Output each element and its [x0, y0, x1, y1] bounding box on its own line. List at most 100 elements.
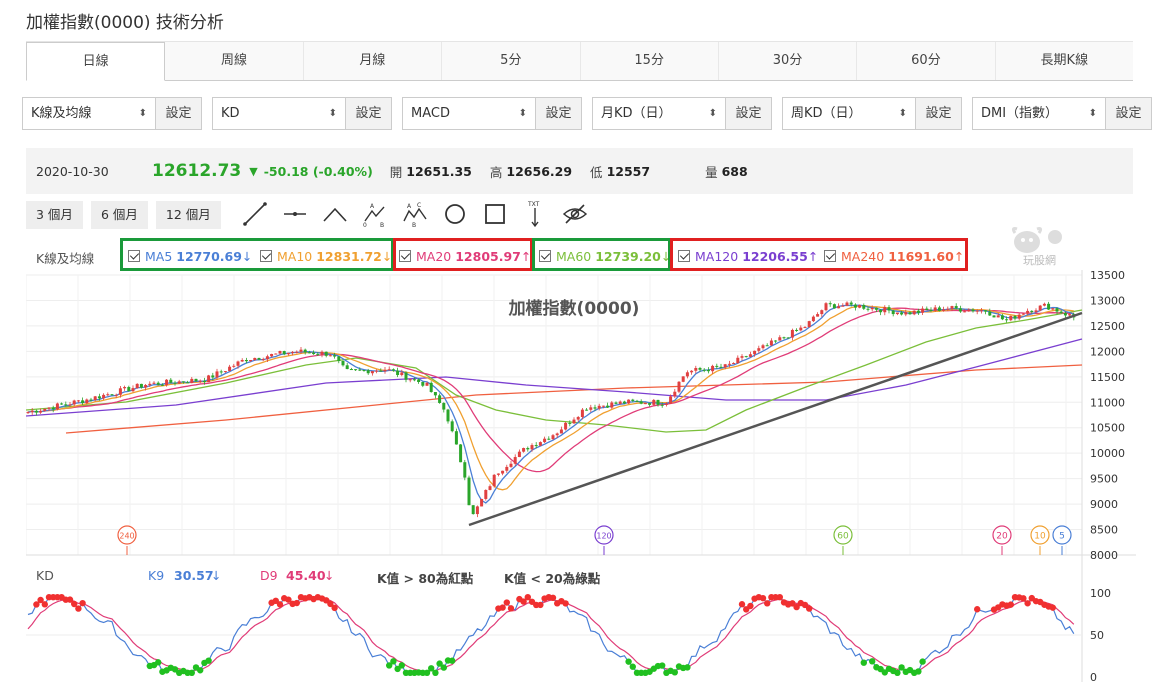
range-3m-button[interactable]: 3 個月 — [26, 201, 83, 229]
range-12m-button[interactable]: 12 個月 — [155, 201, 221, 229]
kd-red-dot — [974, 606, 981, 613]
candle-body — [379, 370, 383, 372]
settings-button-3[interactable]: 設定 — [535, 98, 581, 129]
ma10-toggle[interactable]: MA10 12831.72 ↓ — [260, 242, 392, 270]
checkbox-icon[interactable] — [260, 250, 272, 262]
candle-body — [837, 306, 841, 309]
y-tick-label: 13000 — [1090, 294, 1125, 307]
ma5-toggle[interactable]: MA5 12770.69 ↓ — [128, 242, 252, 270]
settings-button-1[interactable]: 設定 — [155, 98, 201, 129]
candle-body — [505, 466, 509, 471]
candle-body — [274, 353, 278, 355]
candle-body — [198, 380, 202, 382]
candle-body — [127, 387, 131, 392]
kd-label: KD — [36, 568, 54, 583]
settings-button-2[interactable]: 設定 — [345, 98, 391, 129]
candle-body — [320, 351, 324, 355]
svg-text:TXT: TXT — [527, 201, 540, 208]
candle-body — [291, 351, 295, 353]
tab-daily[interactable]: 日線 — [26, 42, 166, 81]
checkbox-icon[interactable] — [824, 250, 836, 262]
kd-red-dot — [503, 599, 510, 606]
ma240-toggle[interactable]: MA240 11691.60 ↑ — [824, 242, 964, 270]
settings-button-5[interactable]: 設定 — [915, 98, 961, 129]
settings-button-4[interactable]: 設定 — [725, 98, 771, 129]
tab-long-term[interactable]: 長期K線 — [1040, 53, 1089, 68]
ma-marker-label: 240 — [119, 532, 134, 541]
checkbox-icon[interactable] — [678, 250, 690, 262]
candle-body — [723, 364, 727, 368]
candle-body — [526, 448, 530, 450]
tab-5min[interactable]: 5分 — [442, 42, 581, 80]
kd-red-dot — [1007, 601, 1014, 608]
angle-icon[interactable] — [320, 199, 350, 229]
logo-text: 玩股網 — [1023, 254, 1056, 267]
candle-body — [748, 354, 752, 357]
line-tool-icon[interactable] — [240, 199, 270, 229]
candle-body — [30, 410, 34, 413]
eye-off-icon[interactable] — [560, 199, 590, 229]
y-tick-label: 9500 — [1090, 473, 1118, 486]
tab-monthly[interactable]: 月線 — [304, 42, 443, 80]
candle-body — [685, 372, 689, 377]
indicator-dropdown-6[interactable]: DMI（指數） ⬍ — [973, 98, 1105, 129]
candle-body — [690, 370, 694, 373]
candle-body — [492, 474, 496, 487]
kd-red-dot — [285, 596, 292, 603]
indicator-dropdown-2[interactable]: KD ⬍ — [213, 98, 345, 129]
checkbox-icon[interactable] — [539, 250, 551, 262]
kd-green-dot — [436, 660, 443, 667]
y-tick-label: 8500 — [1090, 524, 1118, 537]
candle-body — [135, 383, 139, 389]
indicator-dropdown-3[interactable]: MACD ⬍ — [403, 98, 535, 129]
ma20-toggle[interactable]: MA20 12805.97 ↑ — [399, 242, 531, 270]
kd-green-dot — [625, 658, 632, 665]
highlight-box-green-1 — [120, 238, 394, 271]
candle-body — [589, 407, 593, 410]
candle-body — [799, 327, 803, 331]
checkbox-icon[interactable] — [128, 250, 140, 262]
tab-30min[interactable]: 30分 — [719, 42, 858, 80]
indicator-select-6: DMI（指數） ⬍ 設定 — [972, 97, 1152, 130]
kd-green-dot — [671, 669, 678, 676]
tab-60min[interactable]: 60分 — [857, 42, 996, 80]
indicator-dropdown-5[interactable]: 周KD（日） ⬍ — [783, 98, 915, 129]
candle-body — [152, 382, 156, 384]
kd-green-dot — [860, 659, 867, 666]
text-icon[interactable]: TXT — [520, 199, 550, 229]
horizontal-line-icon[interactable] — [280, 199, 310, 229]
candle-body — [131, 388, 135, 392]
settings-button-6[interactable]: 設定 — [1105, 98, 1151, 129]
candle-body — [996, 315, 1000, 318]
circle-icon[interactable] — [440, 199, 470, 229]
candle-body — [64, 404, 68, 406]
low-label: 低 — [590, 164, 603, 180]
candle-body — [211, 375, 215, 378]
abc-pattern-icon[interactable]: A 0 B — [360, 199, 390, 229]
candle-body — [1030, 310, 1034, 313]
ma60-toggle[interactable]: MA60 12739.20 ↓ — [539, 242, 671, 270]
candle-body — [648, 403, 652, 405]
ma-marker — [594, 525, 614, 545]
tab-15min[interactable]: 15分 — [581, 42, 719, 80]
ma120-toggle[interactable]: MA120 12206.55 ↑ — [678, 242, 818, 270]
indicator-select-2: KD ⬍ 設定 — [212, 97, 392, 130]
candle-body — [484, 489, 488, 499]
tab-weekly[interactable]: 周線 — [165, 42, 304, 80]
ma5-name: MA5 — [145, 248, 173, 264]
rectangle-icon[interactable] — [480, 199, 510, 229]
indicator-dropdown-4[interactable]: 月KD（日） ⬍ — [593, 98, 725, 129]
range-6m-button[interactable]: 6 個月 — [90, 201, 148, 229]
price-chart[interactable]: 1350013000125001200011500110001050010000… — [26, 270, 1136, 682]
checkbox-icon[interactable] — [399, 250, 411, 262]
candle-body — [862, 305, 866, 309]
candle-body — [459, 444, 463, 463]
ma240-line — [65, 364, 1083, 434]
candle-body — [790, 329, 794, 338]
high-value: 12656.29 — [506, 163, 573, 179]
candle-body — [870, 307, 874, 310]
indicator-dropdown-1[interactable]: K線及均線 ⬍ — [23, 98, 155, 129]
y-tick-label: 8000 — [1090, 549, 1118, 562]
candle-body — [618, 401, 622, 404]
